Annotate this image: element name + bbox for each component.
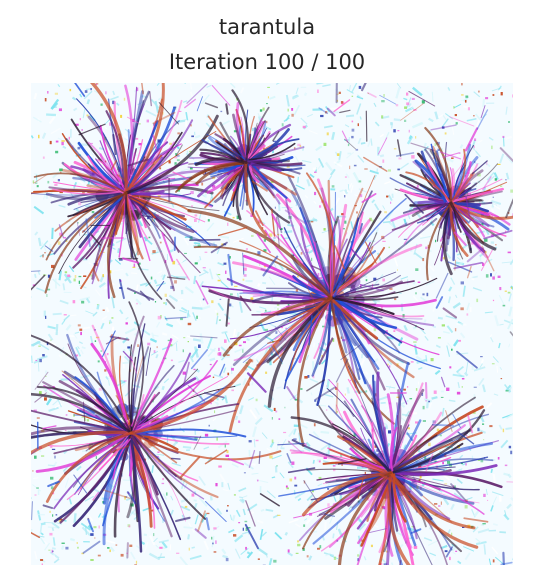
tarantula-visualization — [31, 83, 513, 565]
generated-image — [31, 83, 513, 565]
figure-title: tarantula — [0, 14, 534, 40]
iteration-label: Iteration 100 / 100 — [0, 49, 534, 75]
